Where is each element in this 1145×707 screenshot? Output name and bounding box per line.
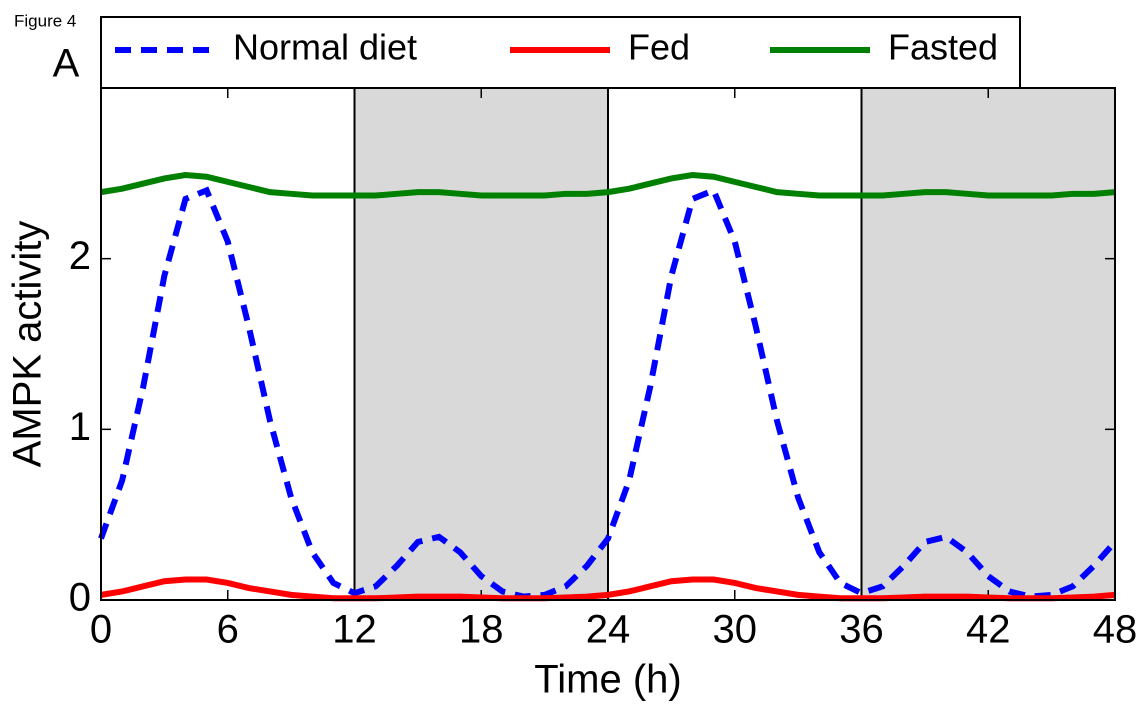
panel-label: A [53, 42, 80, 86]
legend-label: Fed [628, 27, 690, 68]
figure-label: Figure 4 [14, 11, 76, 30]
x-tick-label: 6 [217, 608, 239, 652]
series-line [100, 172, 1116, 199]
x-tick-label: 24 [586, 608, 631, 652]
shaded-region [861, 88, 1115, 600]
x-tick-label: 42 [966, 608, 1011, 652]
y-tick-label: 2 [69, 234, 91, 278]
shaded-region [354, 88, 608, 600]
series-line [98, 186, 1118, 600]
x-axis-label: Time (h) [534, 658, 681, 702]
y-tick-label: 0 [69, 576, 91, 620]
x-tick-label: 0 [90, 608, 112, 652]
x-tick-label: 30 [713, 608, 758, 652]
x-tick-label: 48 [1093, 608, 1138, 652]
legend-label: Fasted [888, 27, 998, 68]
legend-label: Normal diet [233, 27, 417, 68]
x-tick-label: 12 [332, 608, 377, 652]
y-tick-label: 1 [69, 405, 91, 449]
series-line [100, 576, 1116, 602]
x-tick-label: 18 [459, 608, 504, 652]
y-axis-label: AMPK activity [6, 221, 50, 468]
x-tick-label: 36 [839, 608, 884, 652]
